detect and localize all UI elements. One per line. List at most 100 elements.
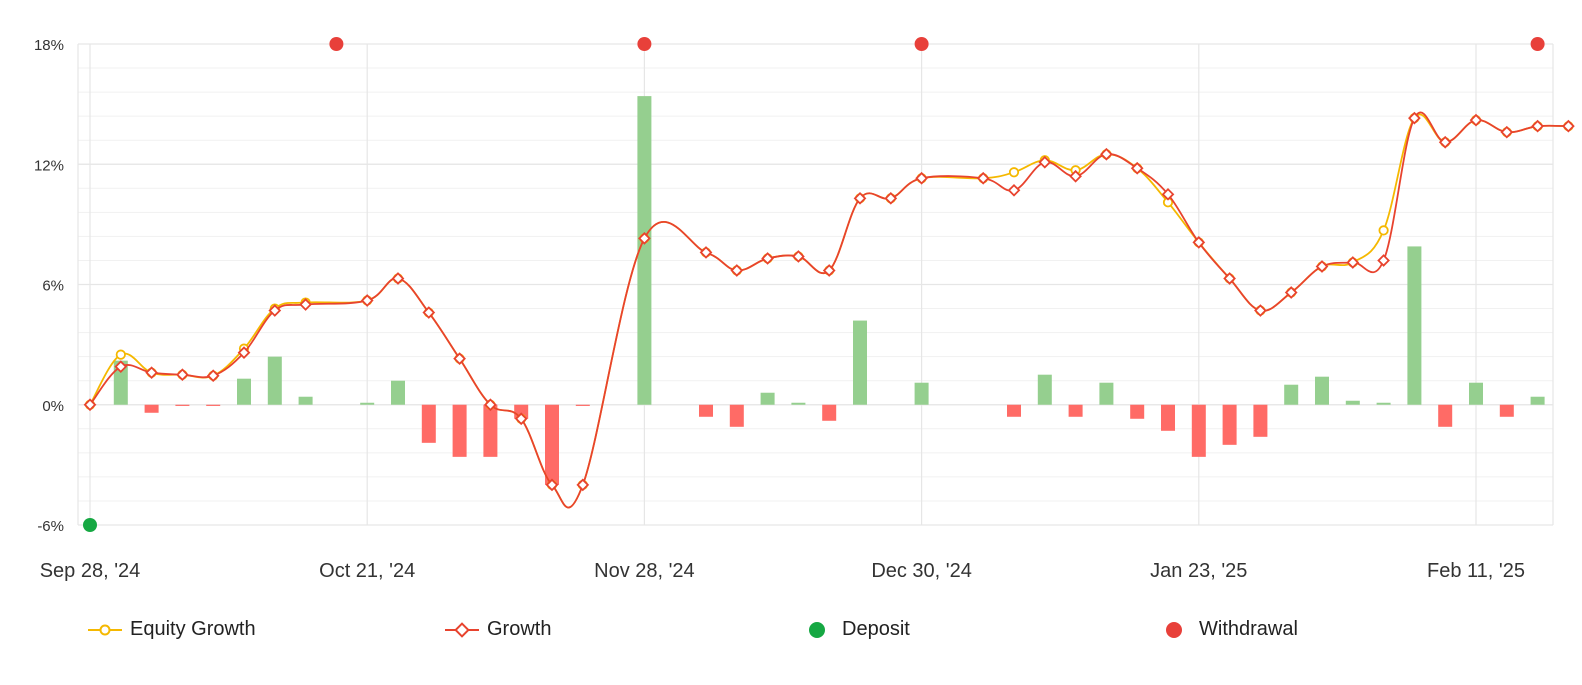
bar-negative[interactable] (1130, 404, 1145, 419)
growth-point[interactable] (422, 306, 436, 319)
growth-point[interactable] (1161, 187, 1175, 201)
legend-item-withdrawal[interactable]: Withdrawal (1157, 618, 1298, 641)
bar-positive[interactable] (637, 96, 652, 405)
growth-point[interactable] (206, 369, 220, 383)
change-bars[interactable] (113, 96, 1545, 485)
growth-point[interactable] (1130, 161, 1144, 175)
growth-point[interactable] (1531, 119, 1544, 133)
bar-positive[interactable] (298, 396, 313, 405)
equity-growth-point[interactable] (115, 349, 126, 360)
growth-point[interactable] (1284, 286, 1298, 299)
bar-positive[interactable] (1345, 400, 1360, 405)
growth-point[interactable] (1346, 256, 1360, 269)
growth-point[interactable] (822, 264, 836, 277)
growth-point[interactable] (1377, 254, 1390, 267)
bar-negative[interactable] (575, 404, 590, 406)
growth-line[interactable] (89, 111, 1569, 509)
legend-item-deposit[interactable]: Deposit (800, 618, 910, 641)
equity-growth-point[interactable] (1008, 167, 1020, 178)
growth-point[interactable] (699, 246, 713, 259)
growth-point[interactable] (1408, 111, 1421, 125)
bar-negative[interactable] (545, 404, 559, 485)
bar-positive[interactable] (853, 320, 867, 405)
bar-negative[interactable] (1191, 404, 1206, 457)
growth-point[interactable] (853, 191, 867, 205)
bar-positive[interactable] (1099, 382, 1114, 405)
bar-positive[interactable] (1469, 382, 1483, 405)
bar-negative[interactable] (1438, 404, 1453, 427)
bar-negative[interactable] (1253, 404, 1268, 437)
bar-positive[interactable] (360, 402, 375, 405)
equity-growth-point[interactable] (1378, 225, 1389, 236)
growth-point[interactable] (730, 264, 744, 277)
bar-negative[interactable] (1161, 404, 1175, 431)
bar-positive[interactable] (914, 382, 929, 405)
growth-point[interactable] (453, 352, 466, 366)
bar-negative[interactable] (699, 404, 713, 417)
growth-point[interactable] (884, 191, 898, 205)
bar-positive[interactable] (1376, 402, 1391, 405)
growth-point[interactable] (1469, 113, 1483, 127)
growth-point[interactable] (1315, 260, 1329, 273)
deposit-marker[interactable] (83, 518, 97, 532)
growth-point[interactable] (268, 304, 282, 317)
bar-negative[interactable] (421, 404, 436, 443)
growth-point[interactable] (1192, 236, 1206, 249)
legend-item-growth[interactable]: Growth (445, 618, 551, 641)
deposit-withdrawal-markers[interactable] (83, 37, 1545, 532)
withdrawal-marker[interactable] (1530, 37, 1545, 51)
bar-negative[interactable] (483, 404, 498, 457)
growth-point[interactable] (761, 252, 774, 265)
equity-growth-line[interactable] (89, 113, 1569, 509)
bar-positive[interactable] (1315, 376, 1329, 405)
legend-item-equity-growth[interactable]: Equity Growth (88, 618, 256, 641)
bar-negative[interactable] (175, 404, 190, 406)
bar-positive[interactable] (1037, 374, 1052, 405)
growth-point[interactable] (176, 368, 189, 382)
growth-point[interactable] (1069, 169, 1082, 183)
growth-point[interactable] (1562, 119, 1575, 133)
growth-point[interactable] (638, 232, 651, 245)
bar-negative[interactable] (1068, 404, 1083, 417)
growth-point[interactable] (792, 250, 805, 263)
growth-point[interactable] (1223, 272, 1236, 285)
growth-point[interactable] (1038, 155, 1052, 169)
growth-point[interactable] (1500, 125, 1514, 139)
bar-positive[interactable] (237, 378, 251, 405)
bar-negative[interactable] (822, 404, 837, 421)
growth-point[interactable] (360, 294, 374, 307)
withdrawal-marker[interactable] (329, 37, 344, 51)
growth-point[interactable] (1254, 304, 1267, 317)
growth-point[interactable] (299, 298, 312, 311)
growth-point[interactable] (576, 478, 590, 492)
growth-point[interactable] (391, 272, 405, 285)
growth-point[interactable] (545, 478, 559, 492)
growth-point[interactable] (514, 412, 528, 426)
bar-positive[interactable] (1530, 396, 1545, 405)
growth-point[interactable] (83, 398, 97, 412)
bar-negative[interactable] (144, 404, 159, 413)
bar-negative[interactable] (1499, 404, 1514, 417)
growth-point[interactable] (1007, 183, 1021, 197)
bar-negative[interactable] (206, 404, 221, 406)
bar-negative[interactable] (1222, 404, 1237, 445)
bar-negative[interactable] (729, 404, 744, 427)
growth-point[interactable] (1100, 147, 1113, 161)
withdrawal-marker[interactable] (914, 37, 929, 51)
growth-point[interactable] (484, 398, 497, 412)
bar-negative[interactable] (452, 404, 467, 457)
bar-positive[interactable] (1407, 246, 1422, 405)
growth-point[interactable] (114, 360, 128, 374)
growth-point[interactable] (915, 171, 928, 185)
bar-negative[interactable] (1007, 404, 1021, 417)
bar-positive[interactable] (391, 380, 405, 405)
growth-point[interactable] (1438, 135, 1452, 149)
bar-positive[interactable] (760, 392, 775, 405)
growth-point[interactable] (145, 366, 158, 380)
bar-positive[interactable] (791, 402, 806, 405)
withdrawal-marker[interactable] (637, 37, 652, 51)
bar-positive[interactable] (267, 356, 282, 405)
growth-point[interactable] (976, 171, 990, 185)
growth-lines[interactable] (83, 111, 1575, 509)
bar-positive[interactable] (1284, 384, 1299, 405)
